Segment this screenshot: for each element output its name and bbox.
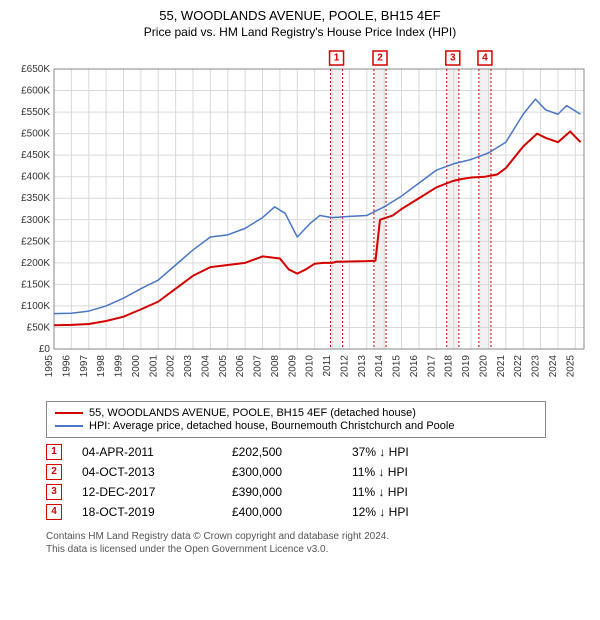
- svg-text:2018: 2018: [444, 354, 455, 377]
- svg-text:2: 2: [377, 52, 383, 63]
- legend-item: 55, WOODLANDS AVENUE, POOLE, BH15 4EF (d…: [55, 407, 537, 419]
- transaction-row: 4 18-OCT-2019£400,00012% ↓ HPI: [46, 504, 590, 520]
- svg-text:3: 3: [450, 52, 456, 63]
- svg-text:2001: 2001: [148, 354, 159, 377]
- svg-text:£100K: £100K: [21, 301, 50, 312]
- transaction-date: 04-OCT-2013: [82, 465, 232, 479]
- transaction-row: 1 04-APR-2011£202,50037% ↓ HPI: [46, 444, 590, 460]
- footnote: Contains HM Land Registry data © Crown c…: [46, 530, 590, 556]
- svg-text:1995: 1995: [44, 354, 55, 377]
- page-subtitle: Price paid vs. HM Land Registry's House …: [10, 25, 590, 39]
- svg-text:2003: 2003: [183, 354, 194, 377]
- transaction-date: 18-OCT-2019: [82, 505, 232, 519]
- svg-text:2009: 2009: [287, 354, 298, 377]
- svg-text:£200K: £200K: [21, 258, 50, 269]
- transaction-price: £390,000: [232, 485, 352, 499]
- svg-text:2022: 2022: [513, 354, 524, 377]
- footnote-line-1: Contains HM Land Registry data © Crown c…: [46, 530, 590, 543]
- svg-text:£450K: £450K: [21, 150, 50, 161]
- transaction-diff: 37% ↓ HPI: [352, 445, 472, 459]
- svg-text:2013: 2013: [357, 354, 368, 377]
- legend-item: HPI: Average price, detached house, Bour…: [55, 420, 537, 432]
- transaction-price: £202,500: [232, 445, 352, 459]
- svg-text:2016: 2016: [409, 354, 420, 377]
- svg-text:£550K: £550K: [21, 107, 50, 118]
- svg-text:1: 1: [334, 52, 340, 63]
- page-title: 55, WOODLANDS AVENUE, POOLE, BH15 4EF: [10, 8, 590, 25]
- transaction-row: 2 04-OCT-2013£300,00011% ↓ HPI: [46, 464, 590, 480]
- transaction-date: 12-DEC-2017: [82, 485, 232, 499]
- svg-text:2023: 2023: [531, 354, 542, 377]
- svg-text:2008: 2008: [270, 354, 281, 377]
- price-chart: £0 £50K £100K £150K £200K £250K £300K £350K £400…: [10, 45, 590, 395]
- svg-text:2025: 2025: [565, 354, 576, 377]
- svg-text:2006: 2006: [235, 354, 246, 377]
- footnote-line-2: This data is licensed under the Open Gov…: [46, 543, 590, 556]
- svg-text:£0: £0: [39, 344, 51, 355]
- svg-text:2012: 2012: [339, 354, 350, 377]
- svg-text:2014: 2014: [374, 354, 385, 377]
- legend-label: 55, WOODLANDS AVENUE, POOLE, BH15 4EF (d…: [89, 407, 416, 419]
- transaction-badge: 2: [46, 464, 62, 480]
- svg-text:£50K: £50K: [27, 322, 51, 333]
- chart-legend: 55, WOODLANDS AVENUE, POOLE, BH15 4EF (d…: [46, 401, 546, 438]
- legend-label: HPI: Average price, detached house, Bour…: [89, 420, 454, 432]
- svg-text:2010: 2010: [305, 354, 316, 377]
- svg-text:£350K: £350K: [21, 193, 50, 204]
- transaction-diff: 12% ↓ HPI: [352, 505, 472, 519]
- svg-text:£600K: £600K: [21, 85, 50, 96]
- transaction-date: 04-APR-2011: [82, 445, 232, 459]
- svg-text:2020: 2020: [478, 354, 489, 377]
- svg-text:1997: 1997: [79, 354, 90, 377]
- svg-text:£300K: £300K: [21, 215, 50, 226]
- svg-text:2002: 2002: [166, 354, 177, 377]
- svg-text:£500K: £500K: [21, 129, 50, 140]
- svg-text:1998: 1998: [96, 354, 107, 377]
- legend-swatch: [55, 425, 83, 427]
- transaction-price: £300,000: [232, 465, 352, 479]
- transaction-diff: 11% ↓ HPI: [352, 485, 472, 499]
- transactions-table: 1 04-APR-2011£202,50037% ↓ HPI 2 04-OCT-201…: [46, 444, 590, 520]
- transaction-badge: 4: [46, 504, 62, 520]
- svg-text:£650K: £650K: [21, 64, 50, 75]
- svg-text:£150K: £150K: [21, 279, 50, 290]
- svg-text:2024: 2024: [548, 354, 559, 377]
- transaction-row: 3 12-DEC-2017£390,00011% ↓ HPI: [46, 484, 590, 500]
- svg-text:2007: 2007: [253, 354, 264, 377]
- svg-text:£400K: £400K: [21, 172, 50, 183]
- svg-text:2004: 2004: [200, 354, 211, 377]
- transaction-badge: 3: [46, 484, 62, 500]
- svg-text:2011: 2011: [322, 354, 333, 376]
- transaction-badge: 1: [46, 444, 62, 460]
- svg-text:4: 4: [482, 52, 488, 63]
- svg-text:2021: 2021: [496, 354, 507, 377]
- svg-text:2015: 2015: [392, 354, 403, 377]
- svg-text:2019: 2019: [461, 354, 472, 377]
- svg-text:1996: 1996: [61, 354, 72, 377]
- svg-text:2000: 2000: [131, 354, 142, 377]
- transaction-price: £400,000: [232, 505, 352, 519]
- svg-text:2005: 2005: [218, 354, 229, 377]
- svg-text:£250K: £250K: [21, 236, 50, 247]
- svg-text:1999: 1999: [114, 354, 125, 377]
- legend-swatch: [55, 412, 83, 414]
- transaction-diff: 11% ↓ HPI: [352, 465, 472, 479]
- svg-text:2017: 2017: [426, 354, 437, 377]
- chart-svg: £0 £50K £100K £150K £200K £250K £300K £350K £400…: [10, 45, 590, 395]
